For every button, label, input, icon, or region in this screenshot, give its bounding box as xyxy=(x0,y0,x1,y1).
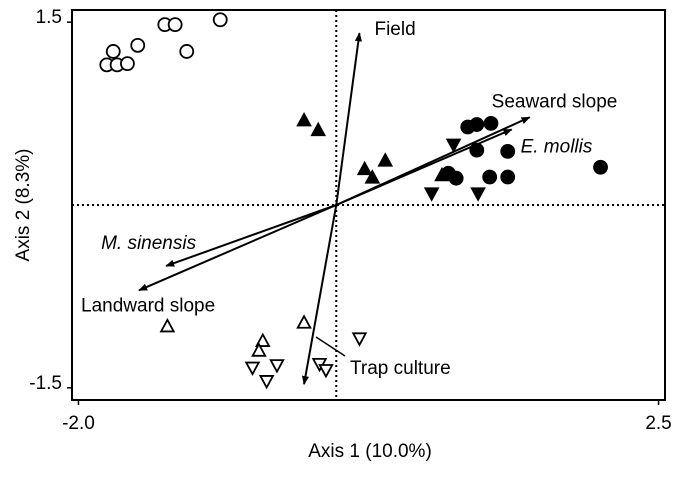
point xyxy=(500,143,516,159)
point xyxy=(244,361,261,376)
point xyxy=(469,117,485,132)
point xyxy=(434,166,450,182)
x-tick-label: 2.5 xyxy=(645,413,671,434)
point xyxy=(364,169,381,184)
vector-label: E. mollis xyxy=(521,136,593,157)
vector-arrow xyxy=(301,204,338,386)
vector-arrow xyxy=(138,204,337,292)
point xyxy=(482,169,498,185)
vector-label: Landward slope xyxy=(81,295,215,316)
vector-label: Seaward slope xyxy=(492,91,618,112)
point xyxy=(356,160,373,176)
point xyxy=(500,169,516,185)
vector-arrow xyxy=(165,204,337,267)
leader-line xyxy=(315,336,346,357)
point xyxy=(423,187,440,202)
vector-label: M. sinensis xyxy=(101,233,197,254)
vector-label: Trap culture xyxy=(350,358,451,379)
point xyxy=(351,332,368,347)
y-axis-label: Axis 2 (8.3%) xyxy=(13,149,34,262)
point xyxy=(167,17,183,33)
x-tick-label: -2.0 xyxy=(62,413,95,434)
point xyxy=(470,187,486,202)
point xyxy=(445,138,462,153)
point xyxy=(254,332,271,347)
point xyxy=(105,44,121,59)
point xyxy=(296,314,312,329)
point xyxy=(179,44,195,59)
point xyxy=(593,159,608,175)
point xyxy=(251,342,267,357)
x-axis-label: Axis 1 (10.0%) xyxy=(308,441,432,462)
point xyxy=(130,37,146,53)
point xyxy=(483,115,499,131)
point xyxy=(448,170,464,186)
point xyxy=(318,364,334,379)
y-tick-label: -1.5 xyxy=(29,373,62,394)
y-tick-label: 1.5 xyxy=(36,7,62,28)
point xyxy=(310,121,327,137)
vector-arrow xyxy=(335,32,362,206)
point xyxy=(120,56,135,72)
point xyxy=(269,359,285,374)
point xyxy=(212,12,228,28)
point xyxy=(377,152,394,167)
point xyxy=(159,317,176,333)
vector-label: Field xyxy=(374,19,415,40)
point xyxy=(296,112,312,127)
vector-arrow xyxy=(335,128,513,206)
point xyxy=(258,375,275,390)
